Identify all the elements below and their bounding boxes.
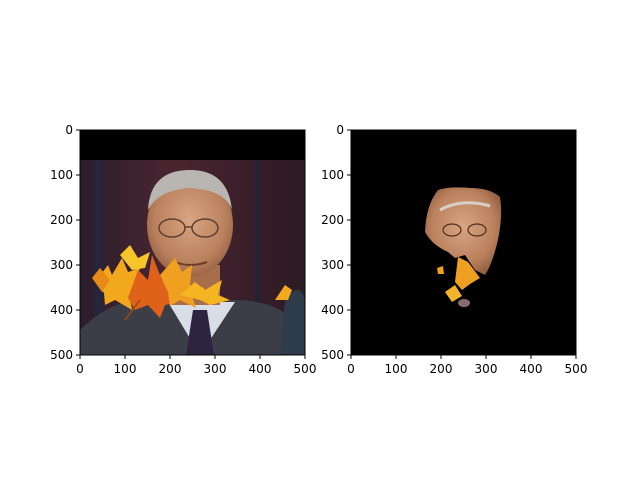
right-segmentation bbox=[351, 130, 576, 355]
glasses bbox=[158, 218, 219, 238]
right-ytick-label: 500 bbox=[321, 348, 344, 362]
left-ytick-label: 300 bbox=[50, 258, 73, 272]
left-xtick-label: 400 bbox=[249, 362, 272, 376]
leaf-cluster bbox=[92, 245, 230, 321]
mask-leaf-fragment bbox=[455, 257, 480, 290]
small-leaf bbox=[275, 285, 292, 300]
left-xtick-label: 300 bbox=[204, 362, 227, 376]
right-xtick-label: 0 bbox=[347, 362, 355, 376]
right-ytick-label: 100 bbox=[321, 168, 344, 182]
left-xtick-label: 100 bbox=[114, 362, 137, 376]
left-ytick-label: 0 bbox=[65, 123, 73, 137]
left-ytick-label: 400 bbox=[50, 303, 73, 317]
tie bbox=[186, 310, 214, 355]
right-xtick-label: 100 bbox=[385, 362, 408, 376]
left-ytick-label: 500 bbox=[50, 348, 73, 362]
right-xtick-label: 500 bbox=[565, 362, 588, 376]
left-photo bbox=[80, 130, 305, 355]
left-ytick-label: 200 bbox=[50, 213, 73, 227]
right-xtick-label: 400 bbox=[520, 362, 543, 376]
left-ytick-label: 100 bbox=[50, 168, 73, 182]
black-top-band bbox=[80, 130, 305, 160]
right-ytick-label: 400 bbox=[321, 303, 344, 317]
face bbox=[147, 173, 233, 277]
left-axes-frame bbox=[79, 129, 306, 356]
right-axes-frame bbox=[350, 129, 577, 356]
right-ytick-label: 0 bbox=[336, 123, 344, 137]
right-ytick-label: 300 bbox=[321, 258, 344, 272]
left-xtick-label: 0 bbox=[76, 362, 84, 376]
right-xtick-label: 200 bbox=[430, 362, 453, 376]
left-xtick-label: 500 bbox=[294, 362, 317, 376]
right-ytick-label: 200 bbox=[321, 213, 344, 227]
left-xtick-label: 200 bbox=[159, 362, 182, 376]
right-xtick-label: 300 bbox=[475, 362, 498, 376]
